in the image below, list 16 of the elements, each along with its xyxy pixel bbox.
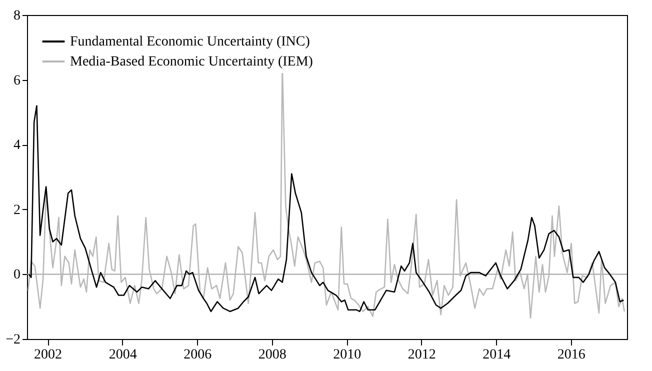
legend-label: Fundamental Economic Uncertainty (INC) bbox=[70, 34, 310, 50]
y-tick-label: 8 bbox=[14, 8, 20, 24]
x-tick-label: 2004 bbox=[108, 348, 137, 362]
x-tick-label: 2008 bbox=[258, 348, 286, 362]
y-tick-label: 0 bbox=[14, 268, 20, 283]
x-tick-label: 2006 bbox=[184, 348, 212, 362]
legend-label: Media-Based Economic Uncertainty (IEM) bbox=[70, 54, 314, 70]
x-tick-label: 2012 bbox=[408, 348, 436, 362]
y-tick-label: 6 bbox=[14, 73, 20, 88]
x-tick-label: 2002 bbox=[34, 348, 62, 362]
y-tick-label: 4 bbox=[14, 138, 20, 154]
y-tick-label: 2 bbox=[14, 202, 20, 218]
y-tick-label: −2 bbox=[6, 332, 20, 348]
x-tick-label: 2014 bbox=[482, 348, 511, 362]
x-tick-label: 2010 bbox=[333, 348, 362, 362]
x-tick-label: 2016 bbox=[557, 348, 586, 362]
